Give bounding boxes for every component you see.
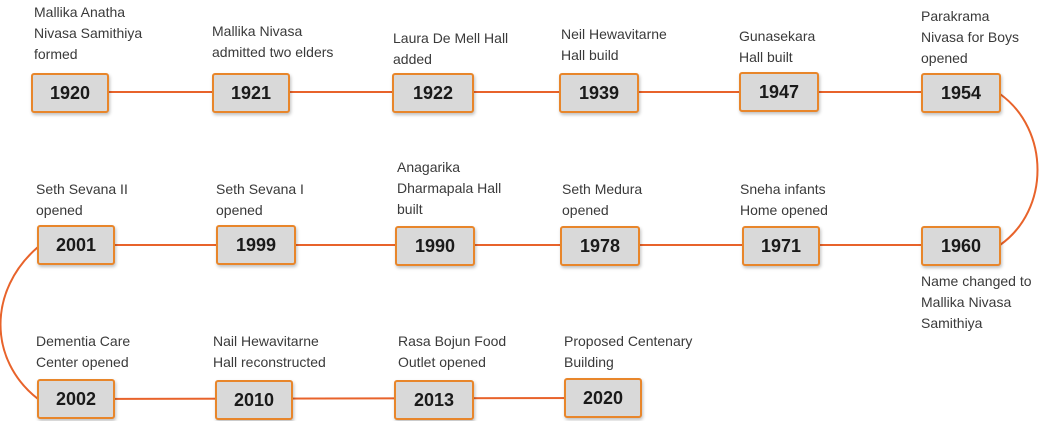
milestone-label-1978: Seth Medura opened	[562, 181, 643, 218]
connector-curve-left	[0, 246, 39, 400]
milestone-label-1939: Neil Hewavitarne Hall build	[561, 26, 667, 63]
year-box-2010: 2010	[215, 380, 293, 420]
connector-curve-right	[999, 93, 1039, 246]
milestone-label-2002: Dementia Care Center opened	[36, 333, 131, 370]
year-box-1990: 1990	[395, 226, 475, 266]
milestone-label-1999: Seth Sevana I opened	[216, 181, 304, 218]
milestone-label-2020: Proposed Centenary Building	[564, 333, 693, 370]
milestone-label-1971: Sneha infants Home opened	[740, 181, 828, 218]
year-box-1954: 1954	[921, 73, 1001, 113]
milestone-label-2010: Nail Hewavitarne Hall reconstructed	[213, 333, 326, 370]
year-box-2020: 2020	[564, 378, 642, 418]
year-box-1920: 1920	[31, 73, 109, 113]
milestone-label-1947: Gunasekara Hall built	[739, 28, 816, 65]
year-box-2001: 2001	[37, 225, 115, 265]
milestone-label-1960: Name changed to Mallika Nivasa Samithiya	[921, 273, 1032, 331]
year-box-1939: 1939	[559, 73, 639, 113]
year-box-1947: 1947	[739, 72, 819, 112]
milestone-label-2001: Seth Sevana II opened	[36, 181, 128, 218]
year-box-2002: 2002	[37, 379, 115, 419]
milestone-label-1922: Laura De Mell Hall added	[393, 30, 509, 67]
year-box-1921: 1921	[212, 73, 290, 113]
milestone-label-1954: Parakrama Nivasa for Boys opened	[921, 8, 1020, 66]
year-box-1960: 1960	[921, 226, 1001, 266]
year-box-2013: 2013	[394, 380, 474, 420]
milestone-label-1920: Mallika Anatha Nivasa Samithiya formed	[34, 4, 143, 62]
year-box-1978: 1978	[560, 226, 640, 266]
year-box-1922: 1922	[392, 73, 474, 113]
milestone-label-2013: Rasa Bojun Food Outlet opened	[398, 333, 507, 370]
year-box-1999: 1999	[216, 225, 296, 265]
year-box-1971: 1971	[742, 226, 820, 266]
connector-row-3	[75, 397, 603, 400]
milestone-label-1990: Anagarika Dharmapala Hall built	[397, 159, 502, 217]
milestone-label-1921: Mallika Nivasa admitted two elders	[212, 23, 334, 60]
